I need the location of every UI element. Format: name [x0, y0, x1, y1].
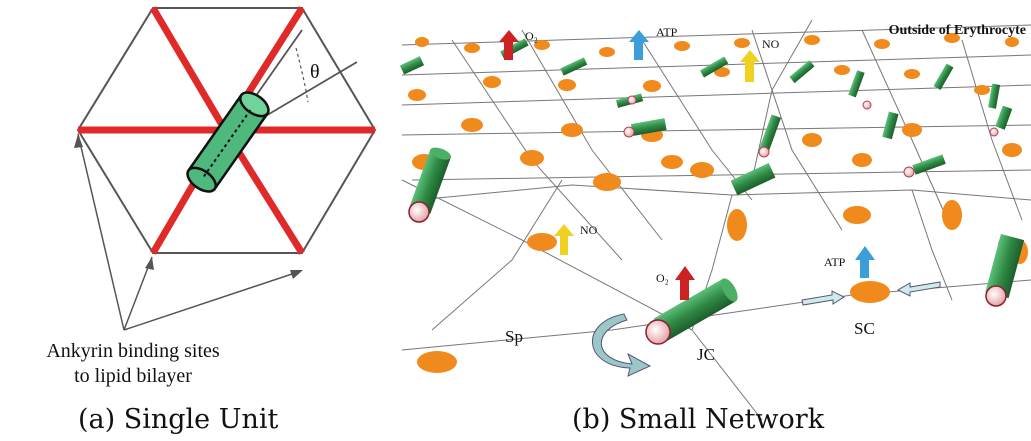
- ankyrin-note-line1: Ankyrin binding sites: [46, 340, 220, 362]
- actin-cylinder: [186, 91, 270, 193]
- label-atp-top: ATP: [656, 25, 678, 39]
- rotation-arrow: [592, 313, 652, 377]
- caption-single-unit: (a) Single Unit: [78, 404, 279, 435]
- label-o2-top: O₂: [525, 29, 538, 43]
- label-sc: SC: [854, 319, 875, 338]
- label-jc: JC: [697, 345, 715, 364]
- single-unit-diagram: θ Ankyrin binding sites to lipid bilayer: [46, 6, 377, 387]
- atp-arrow-top: [629, 30, 649, 60]
- label-no-top: NO: [762, 37, 780, 51]
- actin-filament-right: [985, 233, 1025, 307]
- o2-arrow-top: [499, 30, 519, 60]
- label-no-mid: NO: [580, 223, 598, 237]
- filament-caps: [623, 95, 999, 178]
- actin-filament-junction: [645, 278, 738, 345]
- o2-arrow-bottom: [675, 266, 695, 300]
- no-arrow-top: [740, 50, 760, 82]
- panel-single-unit: θ Ankyrin binding sites to lipid bilayer…: [0, 0, 390, 441]
- spoke-top-left: [149, 6, 229, 132]
- atp-arrow-right: [855, 246, 875, 278]
- release-arrows: [499, 30, 875, 300]
- actin-filaments: [399, 38, 1013, 196]
- ankyrin-note-line2: to lipid bilayer: [74, 365, 192, 387]
- spectrin-spokes: [78, 6, 375, 255]
- actin-filament-left: [408, 147, 451, 223]
- pointer-heads: [74, 134, 303, 279]
- caption-small-network: (b) Small Network: [572, 404, 825, 435]
- no-arrow-mid: [554, 224, 574, 255]
- theta-label: θ: [310, 61, 320, 83]
- spectrin-nodes: [408, 33, 1028, 373]
- stretch-arrows: [801, 281, 941, 306]
- label-atp-right: ATP: [824, 255, 846, 269]
- label-o2-bottom: O₂: [656, 271, 669, 285]
- binding-site-pointers: [77, 133, 299, 331]
- outside-title: Outside of Erythrocyte: [889, 23, 1026, 38]
- angle-arc: [295, 47, 309, 103]
- panel-small-network: O₂ ATP NO NO O₂ ATP Sp JC SC Outside of …: [392, 0, 1031, 441]
- label-sp: Sp: [505, 327, 523, 346]
- network-diagram: O₂ ATP NO NO O₂ ATP Sp JC SC Outside of …: [399, 19, 1031, 421]
